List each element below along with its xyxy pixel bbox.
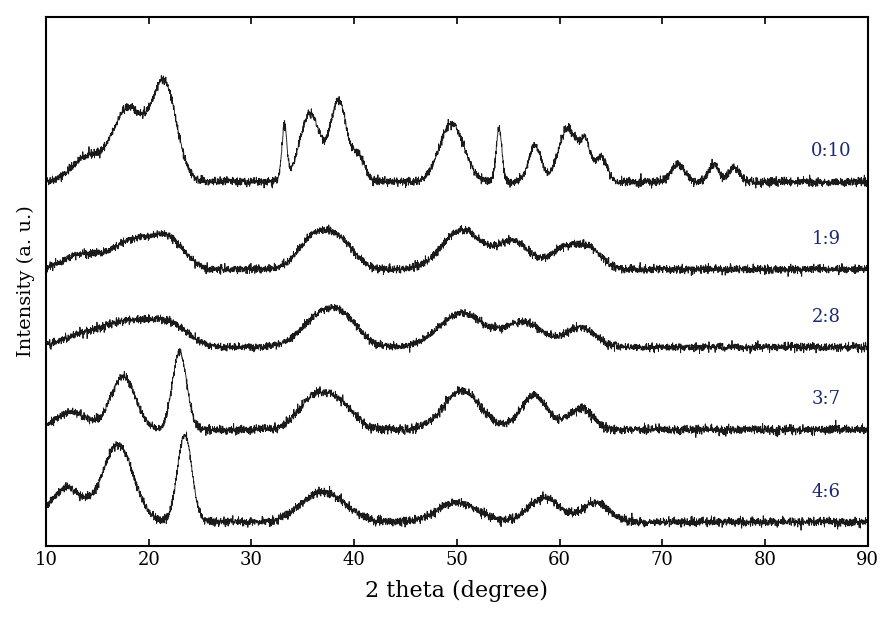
Text: 1:9: 1:9 (812, 230, 840, 248)
Y-axis label: Intensity (a. u.): Intensity (a. u.) (17, 206, 35, 357)
X-axis label: 2 theta (degree): 2 theta (degree) (366, 580, 548, 602)
Text: 4:6: 4:6 (812, 483, 840, 501)
Text: 2:8: 2:8 (812, 308, 840, 326)
Text: 3:7: 3:7 (812, 391, 840, 409)
Text: 0:10: 0:10 (812, 142, 852, 160)
